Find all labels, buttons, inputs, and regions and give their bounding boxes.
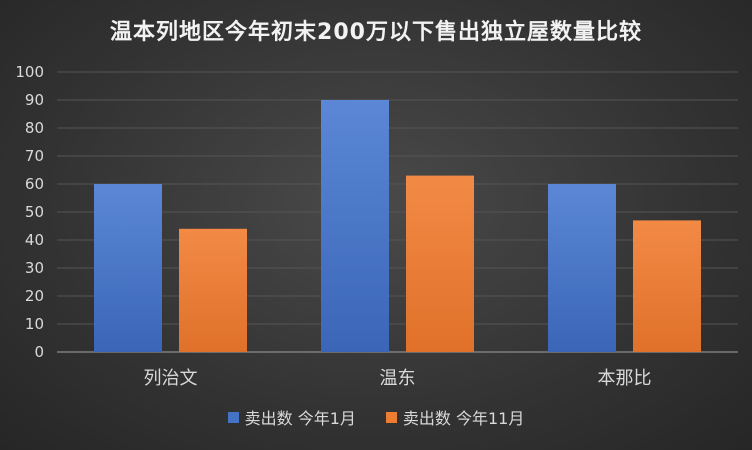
y-tick-label: 80 — [25, 119, 44, 137]
legend-swatch-series-1 — [227, 411, 239, 423]
legend-item-series-1: 卖出数 今年1月 — [227, 405, 356, 429]
bar-series-1-1 — [94, 184, 162, 352]
legend-label-series-2: 卖出数 今年11月 — [402, 409, 525, 428]
chart-title: 温本列地区今年初末200万以下售出独立屋数量比较 — [110, 20, 642, 45]
bar-series-1-3 — [548, 184, 616, 352]
x-category-label: 温东 — [380, 368, 416, 389]
y-tick-label: 100 — [15, 63, 44, 81]
y-tick-label: 50 — [25, 203, 44, 221]
x-category-label: 本那比 — [598, 368, 652, 389]
legend-label-series-1: 卖出数 今年1月 — [244, 409, 356, 428]
bar-series-2-1 — [179, 228, 247, 352]
y-tick-label: 60 — [25, 175, 44, 193]
y-tick-label: 10 — [25, 315, 44, 333]
y-tick-label: 20 — [25, 287, 44, 305]
legend-item-series-2: 卖出数 今年11月 — [385, 405, 525, 429]
bar-series-2-3 — [633, 220, 701, 352]
y-tick-label: 70 — [25, 147, 44, 165]
y-tick-label: 0 — [34, 343, 44, 361]
legend-swatch-series-2 — [385, 411, 397, 423]
y-tick-label: 30 — [25, 259, 44, 277]
y-tick-label: 40 — [25, 231, 44, 249]
bar-series-2-2 — [406, 175, 474, 352]
legend: 卖出数 今年1月 卖出数 今年11月 — [0, 405, 752, 429]
bar-series-1-2 — [321, 100, 389, 352]
x-category-label: 列治文 — [144, 368, 198, 389]
y-tick-label: 90 — [25, 91, 44, 109]
